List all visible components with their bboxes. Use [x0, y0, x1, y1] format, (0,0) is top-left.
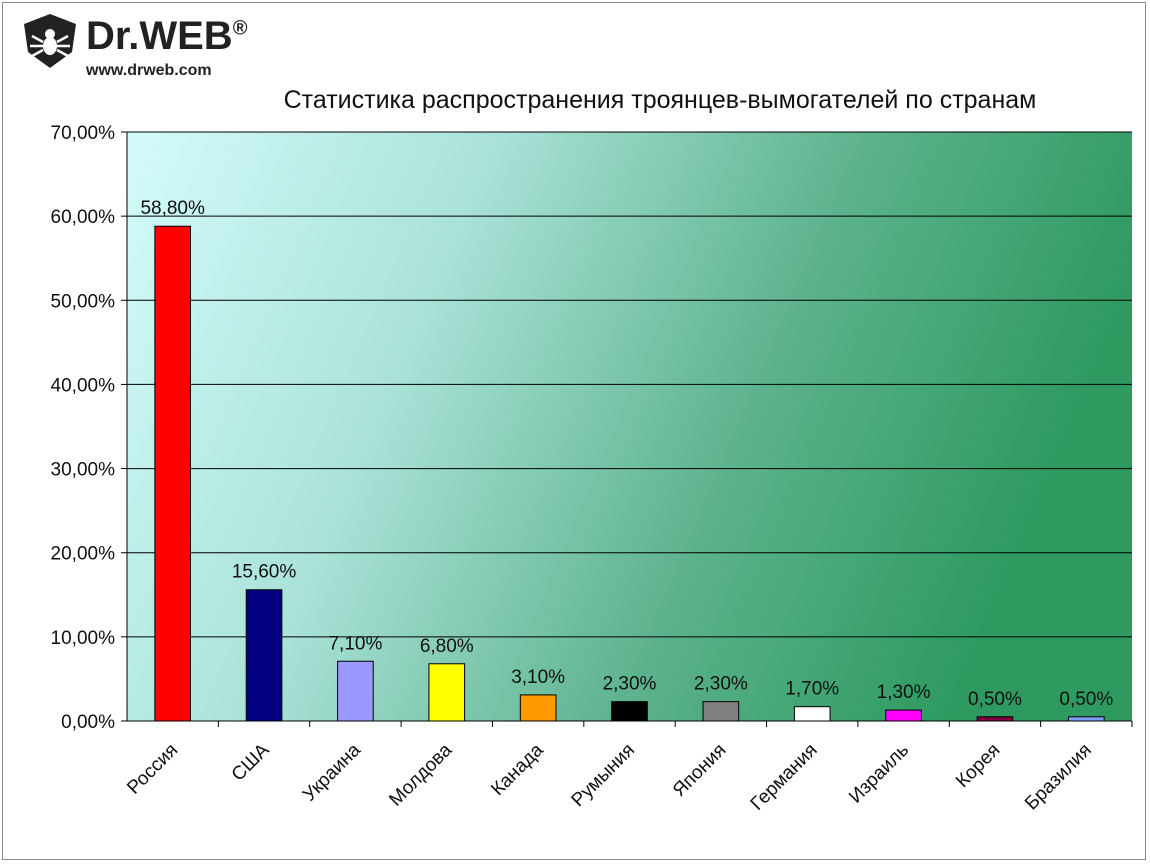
bar [1068, 716, 1105, 722]
data-label: 3,10% [511, 667, 565, 688]
data-label: 58,80% [140, 198, 205, 219]
x-tick-label: Румыния [568, 740, 639, 811]
bar [702, 701, 740, 722]
logo-url: www.drweb.com [86, 62, 212, 79]
data-label: 7,10% [328, 633, 382, 654]
x-tick-label: США [228, 739, 274, 785]
data-label: 1,70% [785, 679, 839, 700]
y-tick-label: 50,00% [51, 291, 116, 312]
bar [976, 716, 1014, 722]
x-tick-label: Япония [669, 740, 731, 802]
bar [428, 663, 466, 722]
x-tick-label: Корея [952, 740, 1004, 792]
logo-name: Dr.WEB® [86, 14, 248, 58]
bar [245, 589, 283, 722]
bar [154, 225, 191, 722]
bar [519, 694, 557, 722]
y-tick-label: 20,00% [51, 544, 116, 565]
y-tick-label: 60,00% [51, 207, 116, 228]
data-label: 6,80% [420, 636, 474, 657]
data-label: 0,50% [968, 689, 1022, 710]
bar [793, 706, 831, 722]
bar [337, 660, 374, 722]
x-tick-label: Россия [123, 740, 182, 799]
x-tick-label: Канада [487, 739, 548, 800]
spider-shield-icon [24, 14, 76, 68]
x-tick-label: Украина [299, 739, 365, 805]
y-tick-label: 10,00% [51, 628, 116, 649]
y-tick-label: 0,00% [61, 712, 115, 733]
data-label: 2,30% [603, 674, 657, 695]
data-label: 15,60% [232, 562, 297, 583]
bar [885, 709, 922, 722]
y-tick-label: 70,00% [51, 123, 116, 144]
plot-background [127, 132, 1132, 721]
data-label: 0,50% [1059, 689, 1113, 710]
chart-title: Статистика распространения троянцев-вымо… [283, 86, 1037, 114]
drweb-logo: Dr.WEB® www.drweb.com [20, 12, 320, 84]
x-tick-label: Бразилия [1021, 740, 1096, 815]
data-label: 1,30% [877, 682, 931, 703]
x-tick-label: Израиль [845, 740, 913, 808]
y-tick-label: 30,00% [51, 460, 116, 481]
y-tick-label: 40,00% [51, 375, 116, 396]
x-tick-label: Молдова [385, 739, 456, 810]
x-tick-label: Германия [747, 740, 822, 815]
bar [611, 701, 648, 722]
data-label: 2,30% [694, 674, 748, 695]
